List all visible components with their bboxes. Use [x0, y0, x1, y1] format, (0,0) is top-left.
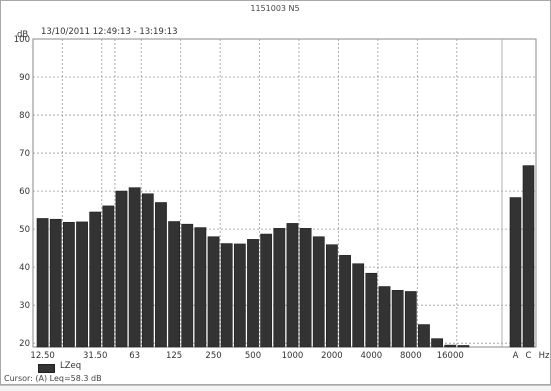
bar-40	[102, 205, 115, 348]
bar-3150	[352, 263, 365, 348]
bar-2500	[339, 255, 351, 348]
y-tick-label: 20	[19, 339, 30, 349]
chart-subtitle: 13/10/2011 12:49:13 - 13:19:13	[41, 27, 178, 37]
legend-label-lzeq: LZeq	[60, 361, 82, 371]
bar-50	[115, 190, 128, 348]
x-tick-label: 125	[166, 351, 182, 361]
bar-12.50	[36, 218, 49, 348]
x-tick-label: 2000	[321, 351, 343, 361]
bar-500	[247, 239, 259, 348]
bar-16000	[444, 344, 457, 348]
x-tick-label-broadband: A	[513, 351, 519, 361]
y-tick-label: 30	[19, 301, 30, 311]
bar-4000	[365, 272, 378, 348]
bar-5000	[378, 286, 391, 348]
bottom-strip	[0, 385, 551, 391]
x-tick-label: 8000	[400, 351, 422, 361]
bar-100	[155, 202, 167, 348]
y-tick-label: 70	[19, 149, 30, 159]
x-tick-label: 16000	[437, 351, 464, 361]
y-tick-label: 100	[14, 35, 30, 45]
x-tick-label-broadband: C	[526, 351, 532, 361]
y-tick-label: 80	[19, 111, 30, 121]
bar-630	[260, 233, 273, 348]
x-tick-label: 250	[205, 351, 221, 361]
y-tick-label: 90	[19, 73, 30, 83]
bar-160	[181, 223, 194, 348]
y-axis-label: dB	[17, 30, 28, 40]
bar-1000	[286, 223, 299, 348]
y-tick-label: 60	[19, 187, 30, 197]
bar-12500	[431, 338, 443, 348]
bar-20	[62, 221, 75, 348]
x-axis-unit: Hz	[539, 351, 550, 361]
bar-800	[273, 228, 286, 348]
bar-25	[76, 221, 88, 348]
x-tick-label: 31.50	[83, 351, 107, 361]
bar-31.50	[89, 211, 102, 348]
x-tick-label: 4000	[361, 351, 383, 361]
cursor-readout: Cursor: (A) Leq=58.3 dB	[4, 374, 102, 383]
x-tick-label: 63	[129, 351, 140, 361]
y-tick-label: 50	[19, 225, 30, 235]
bar-20000	[457, 345, 470, 348]
bar-10000	[418, 324, 430, 348]
bar-125	[168, 221, 180, 348]
bar-16	[49, 218, 62, 348]
chart-title: 1151003 N5	[250, 4, 299, 13]
bar-broadband-A	[509, 197, 522, 348]
bar-200	[194, 227, 207, 348]
bar-250	[207, 236, 220, 348]
bar-1250	[299, 228, 312, 348]
y-tick-label: 40	[19, 263, 30, 273]
x-tick-label: 12.50	[30, 351, 54, 361]
bar-315	[220, 243, 233, 348]
spectrum-chart: 1151003 N5 13/10/2011 12:49:13 - 13:19:13…	[14, 4, 550, 361]
bar-1600	[312, 236, 325, 348]
bar-63	[128, 187, 141, 348]
legend-swatch-lzeq	[38, 364, 55, 373]
x-tick-label: 500	[245, 351, 261, 361]
bar-400	[233, 243, 246, 348]
bar-broadband-C	[522, 165, 535, 348]
x-tick-label: 1000	[282, 351, 304, 361]
bar-8000	[404, 291, 417, 348]
bar-80	[141, 193, 154, 348]
bar-2000	[325, 244, 338, 348]
bar-6300	[391, 290, 404, 348]
